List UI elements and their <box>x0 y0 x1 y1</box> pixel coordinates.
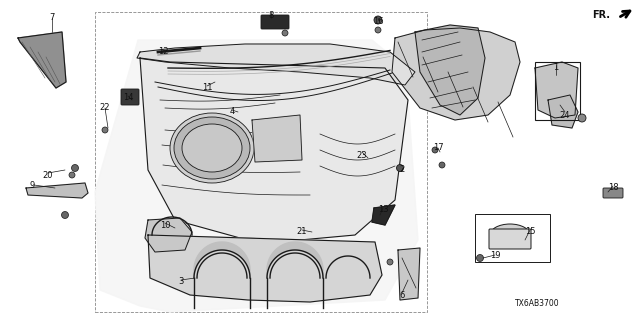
Text: 6: 6 <box>399 291 404 300</box>
Text: 21: 21 <box>297 228 307 236</box>
Text: 23: 23 <box>356 150 367 159</box>
Text: 16: 16 <box>372 18 383 27</box>
Text: 13: 13 <box>378 205 388 214</box>
FancyBboxPatch shape <box>261 15 289 29</box>
Circle shape <box>102 127 108 133</box>
Text: 17: 17 <box>433 143 444 153</box>
Circle shape <box>439 162 445 168</box>
Text: 10: 10 <box>160 220 170 229</box>
Text: 22: 22 <box>100 103 110 113</box>
Polygon shape <box>548 95 578 128</box>
Polygon shape <box>137 44 415 85</box>
Circle shape <box>69 172 75 178</box>
Text: 14: 14 <box>123 93 133 102</box>
Circle shape <box>432 147 438 153</box>
Polygon shape <box>392 28 520 120</box>
Text: 7: 7 <box>49 13 54 22</box>
Text: 24: 24 <box>560 110 570 119</box>
Circle shape <box>387 259 393 265</box>
Polygon shape <box>145 218 192 252</box>
Text: 20: 20 <box>43 171 53 180</box>
Ellipse shape <box>182 124 242 172</box>
Polygon shape <box>194 242 250 278</box>
Text: 2: 2 <box>399 165 404 174</box>
Circle shape <box>397 164 403 172</box>
Bar <box>475 214 550 262</box>
Text: 9: 9 <box>29 180 35 189</box>
FancyBboxPatch shape <box>603 188 623 198</box>
Ellipse shape <box>490 224 530 246</box>
Polygon shape <box>372 205 395 225</box>
Bar <box>95 12 427 312</box>
Text: 4: 4 <box>229 108 235 116</box>
Text: 12: 12 <box>157 47 168 57</box>
Polygon shape <box>398 248 420 300</box>
Text: 11: 11 <box>202 84 212 92</box>
Text: FR.: FR. <box>592 10 610 20</box>
Circle shape <box>282 30 288 36</box>
Text: 18: 18 <box>608 183 618 193</box>
Polygon shape <box>95 40 418 312</box>
Circle shape <box>477 254 483 261</box>
Ellipse shape <box>174 117 250 179</box>
Polygon shape <box>26 183 88 198</box>
Polygon shape <box>267 242 323 278</box>
Polygon shape <box>415 25 485 115</box>
Circle shape <box>375 27 381 33</box>
Bar <box>535 62 580 120</box>
Polygon shape <box>535 62 578 118</box>
Text: 3: 3 <box>179 277 184 286</box>
Polygon shape <box>148 235 382 302</box>
Circle shape <box>72 164 79 172</box>
Text: TX6AB3700: TX6AB3700 <box>515 299 560 308</box>
Circle shape <box>61 212 68 219</box>
Text: 8: 8 <box>268 11 274 20</box>
Polygon shape <box>18 32 66 88</box>
Text: 15: 15 <box>525 228 535 236</box>
Ellipse shape <box>170 113 254 183</box>
Polygon shape <box>252 115 302 162</box>
Text: 1: 1 <box>554 63 559 73</box>
Circle shape <box>374 16 382 24</box>
FancyBboxPatch shape <box>121 89 139 105</box>
Text: 19: 19 <box>490 251 500 260</box>
Circle shape <box>578 114 586 122</box>
FancyBboxPatch shape <box>489 229 531 249</box>
Polygon shape <box>140 58 408 240</box>
